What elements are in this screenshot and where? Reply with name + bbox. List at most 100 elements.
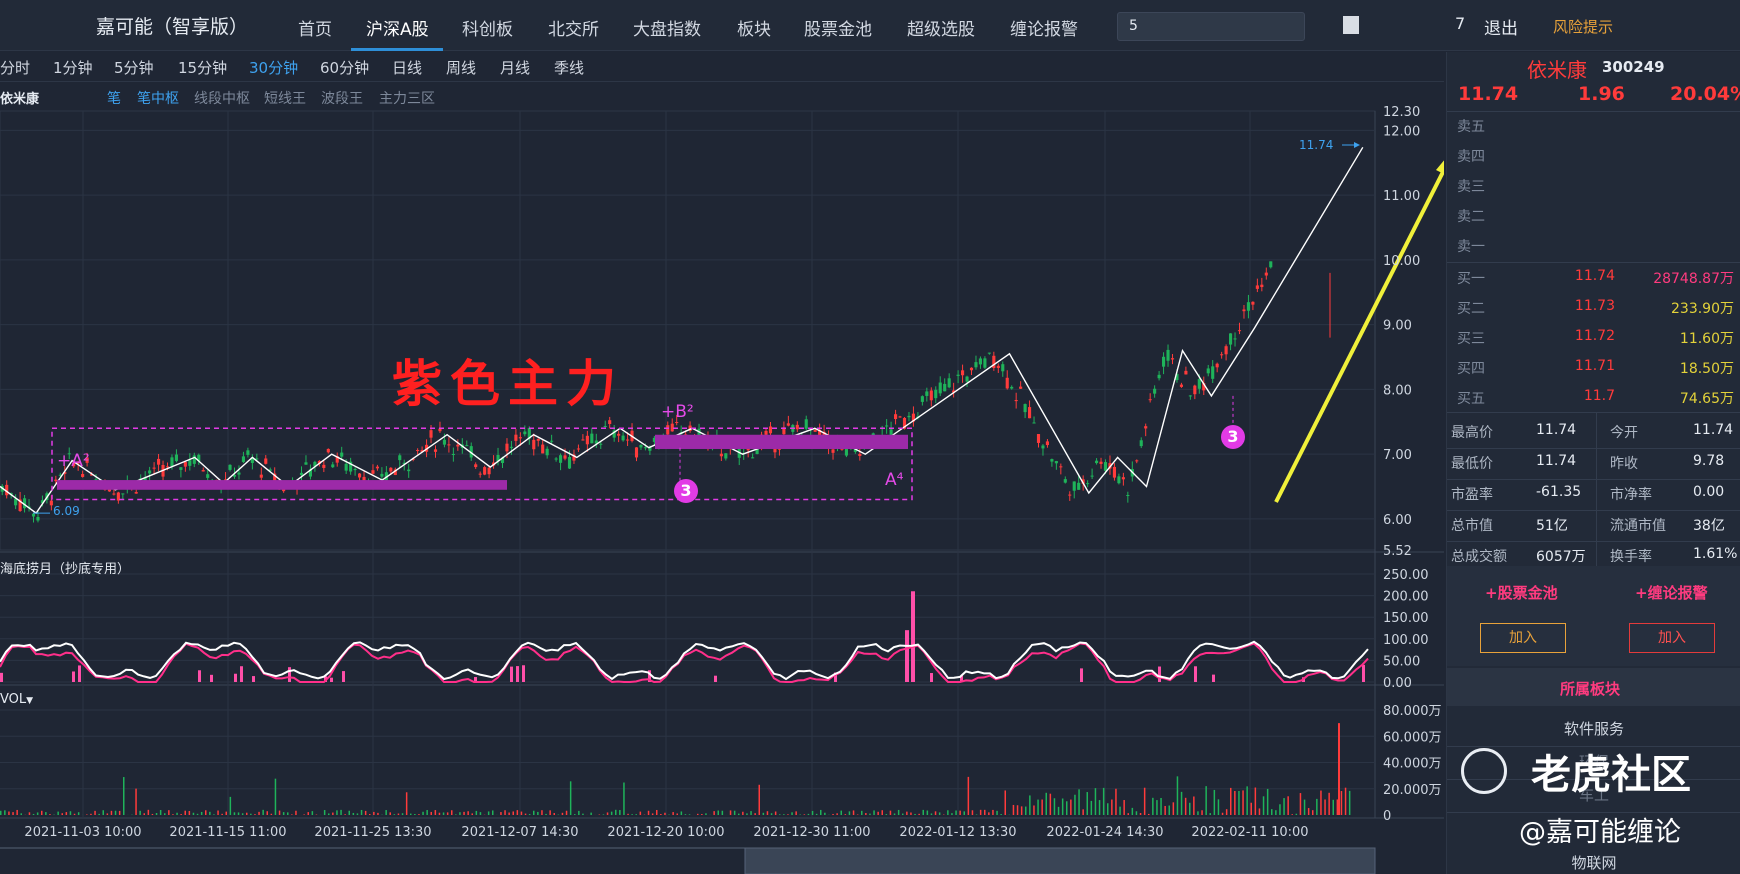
tab-60min[interactable]: 60分钟 — [320, 59, 370, 77]
nav-index[interactable]: 大盘指数 — [633, 20, 701, 40]
tab-monthly[interactable]: 月线 — [500, 59, 531, 77]
bid-price: 11.74 — [1574, 268, 1615, 284]
ind-short-king[interactable]: 短线王 — [264, 91, 306, 107]
vol-indicator-title[interactable]: VOL▼ — [0, 692, 33, 707]
volume-bar — [938, 812, 941, 815]
volume-bar — [1287, 796, 1289, 815]
price-tick-label: 7.00 — [1383, 448, 1412, 463]
ask-2-label: 卖二 — [1457, 209, 1485, 225]
nav-a-shares[interactable]: 沪深A股 — [366, 20, 429, 40]
candle-body — [1010, 386, 1014, 389]
candle-body — [969, 367, 974, 371]
candle-body — [54, 479, 58, 482]
ind-segment-center[interactable]: 线段中枢 — [194, 91, 250, 107]
sector-item[interactable]: 物联网 — [1571, 854, 1617, 872]
tab-weekly[interactable]: 周线 — [446, 59, 477, 77]
risk-warning-link[interactable]: 风险提示 — [1553, 18, 1614, 36]
tab-30min[interactable]: 30分钟 — [249, 59, 299, 77]
volume-bar — [1164, 805, 1166, 815]
volume-bar — [405, 792, 408, 815]
nav-home[interactable]: 首页 — [298, 20, 332, 40]
tab-15min[interactable]: 15分钟 — [178, 59, 228, 77]
osc-pink-bar — [240, 666, 243, 682]
volume-bar — [422, 811, 424, 815]
indicator-tabs: 依米康 笔 笔中枢 线段中枢 短线王 波段王 主力三区 — [0, 83, 1444, 111]
volume-bar — [1193, 796, 1195, 815]
tab-intraday[interactable]: 分时 — [0, 59, 31, 77]
volume-bar — [676, 813, 678, 815]
nav-bse[interactable]: 北交所 — [548, 20, 599, 40]
nav-stock-pool[interactable]: 股票金池 — [804, 20, 872, 40]
volume-bar — [1049, 793, 1052, 815]
volume-bar — [1057, 806, 1060, 815]
avatar[interactable] — [1343, 16, 1359, 34]
top-nav-bar: 嘉可能（智享版） 首页 沪深A股 科创板 北交所 大盘指数 板块 股票金池 超级… — [0, 0, 1740, 51]
tab-quarterly[interactable]: 季线 — [554, 59, 585, 77]
volume-bar — [984, 809, 986, 815]
candle-body — [559, 455, 563, 463]
sector-item[interactable]: 软件服务 — [1563, 720, 1624, 738]
add-pool-button[interactable]: 加入 — [1480, 623, 1566, 653]
volume-bar — [750, 811, 752, 815]
candle-body — [442, 439, 446, 445]
stat-value: 38亿 — [1693, 518, 1725, 534]
nav-star-market[interactable]: 科创板 — [462, 20, 513, 40]
tab-daily[interactable]: 日线 — [392, 59, 423, 77]
volume-bar — [123, 777, 125, 815]
volume-bar — [680, 811, 683, 815]
osc-tick-label: 0.00 — [1383, 676, 1412, 691]
candle-body — [1099, 461, 1103, 464]
volume-bar — [233, 812, 236, 815]
ind-main-three-zone[interactable]: 主力三区 — [379, 91, 435, 107]
sector-item[interactable]: 车工 — [1578, 786, 1609, 804]
add-alarm-button[interactable]: 加入 — [1629, 623, 1715, 653]
volume-bar — [713, 811, 715, 815]
nav-sector[interactable]: 板块 — [737, 20, 771, 40]
candle-body — [433, 449, 438, 452]
volume-bar — [1025, 806, 1027, 815]
volume-bar — [914, 813, 916, 815]
volume-bar — [1234, 790, 1236, 815]
volume-bar — [221, 813, 223, 815]
price-tick-label: 10.00 — [1383, 254, 1420, 269]
candle-body — [1054, 461, 1058, 464]
volume-bar — [114, 810, 117, 815]
candle-body — [956, 374, 960, 376]
logout-link[interactable]: 退出 — [1484, 19, 1518, 39]
volume-bar — [705, 813, 707, 815]
candle-body — [929, 390, 933, 401]
nav-chan-alarm[interactable]: 缠论报警 — [1010, 20, 1078, 40]
volume-bar — [1107, 803, 1109, 815]
ind-bi[interactable]: 笔 — [107, 91, 121, 107]
volume-bar — [1115, 788, 1117, 815]
stat-label: 昨收 — [1610, 456, 1638, 472]
osc-pink-bar — [78, 665, 81, 682]
volume-bar — [364, 810, 367, 815]
candle-body — [1144, 426, 1148, 429]
sector-item[interactable]: 环保 — [1578, 753, 1609, 771]
volume-bar — [90, 813, 92, 815]
kline-chart[interactable]: 12.30 12.00 11.00 10.00 9.00 8.00 7.00 6.00 5.52… — [0, 0, 1444, 874]
volume-bar — [274, 778, 277, 815]
tab-5min[interactable]: 5分钟 — [114, 59, 154, 77]
candle-body — [1077, 482, 1081, 490]
volume-bar — [237, 812, 240, 815]
ind-bi-center[interactable]: 笔中枢 — [137, 91, 179, 107]
volume-bar — [487, 811, 490, 815]
candle-body — [36, 517, 40, 521]
search-input[interactable]: 5 — [1117, 12, 1305, 41]
tab-1min[interactable]: 1分钟 — [53, 59, 93, 77]
volume-bar — [139, 810, 141, 815]
volume-bar — [533, 810, 535, 815]
volume-bar — [1176, 776, 1179, 815]
nav-super-select[interactable]: 超级选股 — [907, 20, 975, 40]
volume-bar — [1168, 805, 1170, 815]
candle-body — [996, 365, 1000, 369]
stat-label: 市盈率 — [1451, 487, 1493, 503]
candle-body — [536, 438, 540, 441]
volume-bar — [951, 813, 953, 815]
ind-swing-king[interactable]: 波段王 — [321, 91, 363, 107]
volume-bar — [467, 811, 469, 815]
candle-body — [643, 447, 647, 449]
price-tick-label: 8.00 — [1383, 383, 1412, 398]
